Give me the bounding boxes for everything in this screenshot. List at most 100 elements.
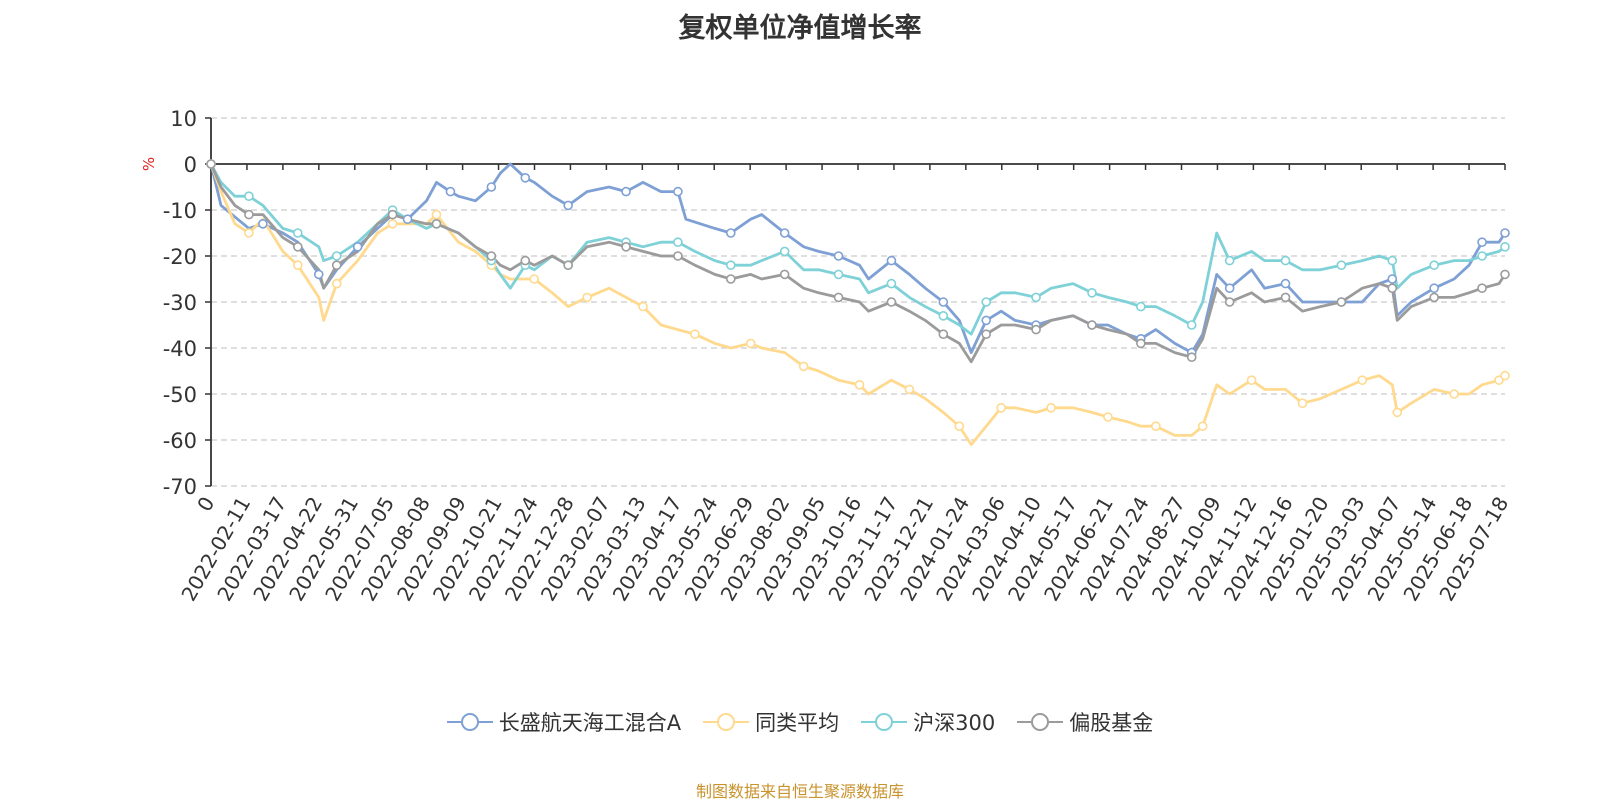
series-marker-3	[206, 159, 216, 169]
series-marker-3	[331, 260, 342, 271]
series-marker-2	[1429, 260, 1439, 271]
series-marker-1	[1046, 402, 1056, 413]
y-axis-unit-label: %	[140, 157, 158, 171]
series-marker-1	[1197, 421, 1208, 432]
series-marker-2	[1477, 251, 1487, 261]
series-marker-0	[1387, 274, 1398, 284]
y-tick-label: -70	[163, 475, 197, 499]
legend: 长盛航天海工混合A 同类平均 沪深300 偏股基金	[0, 707, 1600, 737]
series-marker-2	[1186, 320, 1197, 330]
y-tick-label: -10	[163, 199, 197, 223]
series-marker-3	[673, 251, 683, 261]
series-marker-1	[1103, 412, 1113, 422]
series-marker-3	[563, 260, 573, 271]
series-marker-0	[486, 182, 497, 192]
series-marker-3	[1429, 292, 1439, 303]
chart-title: 复权单位净值增长率	[678, 13, 922, 44]
series-marker-0	[981, 315, 992, 326]
legend-item-fund[interactable]: 长盛航天海工混合A	[446, 707, 682, 737]
grid-lines	[211, 117, 1505, 487]
y-tick-label: -60	[163, 429, 197, 453]
series-marker-0	[402, 214, 413, 224]
series-marker-3	[1136, 338, 1146, 349]
series-marker-2	[244, 191, 254, 201]
series-marker-1	[1500, 370, 1510, 381]
series-marker-1	[1357, 375, 1368, 386]
series-marker-3	[1224, 297, 1235, 307]
series-marker-3	[981, 329, 992, 340]
series-marker-1	[745, 338, 756, 349]
series-marker-3	[431, 219, 442, 229]
series-marker-3	[1087, 320, 1097, 330]
series-marker-2	[1336, 260, 1347, 271]
series-line-3	[209, 163, 1507, 364]
series-marker-0	[1500, 228, 1510, 238]
y-tick-label: 10	[170, 107, 197, 131]
series-marker-0	[779, 228, 790, 238]
series-marker-3	[1186, 352, 1197, 363]
series-marker-1	[1246, 375, 1257, 386]
series-marker-1	[638, 301, 648, 312]
series-marker-0	[725, 228, 736, 238]
series-marker-0	[258, 219, 268, 229]
series-marker-0	[1429, 283, 1439, 294]
series-line-0	[209, 162, 1507, 354]
series-marker-1	[244, 228, 254, 238]
series-marker-0	[563, 200, 573, 211]
series-marker-1	[1297, 398, 1308, 409]
series-marker-3	[1031, 324, 1041, 335]
series-marker-0	[938, 297, 949, 307]
series-marker-2	[938, 310, 949, 321]
series-marker-1	[331, 278, 342, 289]
legend-label-fund: 长盛航天海工混合A	[498, 711, 682, 735]
series-marker-2	[1500, 242, 1510, 252]
series-marker-2	[331, 251, 342, 261]
series-marker-2	[1387, 255, 1398, 266]
legend-item-peer-average[interactable]: 同类平均	[703, 707, 839, 737]
legend-swatch-csi300	[861, 713, 908, 731]
series-marker-2	[981, 297, 992, 307]
series-marker-3	[779, 269, 790, 280]
legend-swatch-fund	[446, 713, 493, 731]
legend-item-csi300[interactable]: 沪深300	[861, 707, 995, 737]
series-marker-1	[529, 274, 540, 284]
series-marker-1	[798, 361, 809, 372]
legend-swatch-equity-fund	[1017, 713, 1064, 731]
series-marker-3	[486, 251, 497, 261]
series-marker-3	[938, 329, 949, 340]
series-marker-1	[1151, 421, 1161, 432]
series-marker-3	[387, 209, 398, 220]
series-marker-0	[445, 186, 456, 197]
series-marker-0	[1280, 278, 1291, 289]
series-marker-3	[725, 274, 736, 284]
series-marker-3	[292, 242, 303, 252]
series-marker-3	[886, 297, 897, 307]
y-tick-label: -20	[163, 245, 197, 269]
series-marker-1	[387, 219, 398, 229]
series-marker-1	[954, 421, 965, 432]
series-marker-3	[1477, 283, 1487, 294]
series-line-2	[209, 163, 1506, 336]
series-marker-1	[854, 379, 865, 390]
series-marker-0	[833, 251, 844, 261]
series-marker-3	[833, 292, 844, 303]
series-marker-2	[1087, 287, 1097, 298]
series-marker-1	[582, 292, 592, 303]
series-marker-0	[520, 173, 531, 183]
series-marker-2	[673, 237, 683, 247]
series-marker-3	[244, 209, 254, 220]
series-line-1	[209, 163, 1506, 446]
series-marker-3	[1280, 292, 1291, 303]
series-marker-3	[1336, 297, 1347, 307]
series-marker-2	[725, 260, 736, 271]
y-tick-label: 0	[184, 153, 197, 177]
series-marker-0	[313, 269, 324, 280]
series-marker-1	[292, 260, 303, 271]
legend-label-peer-average: 同类平均	[755, 711, 840, 735]
series-marker-1	[690, 329, 700, 340]
data-source-note: 制图数据来自恒生聚源数据库	[695, 782, 904, 801]
series-marker-2	[779, 246, 790, 257]
legend-item-equity-fund[interactable]: 偏股基金	[1017, 707, 1153, 737]
y-tick-label: -30	[163, 291, 197, 315]
